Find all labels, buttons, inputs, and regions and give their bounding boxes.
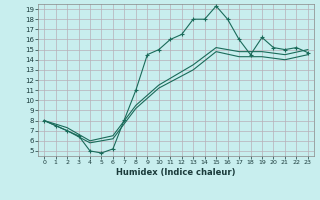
X-axis label: Humidex (Indice chaleur): Humidex (Indice chaleur) bbox=[116, 168, 236, 177]
